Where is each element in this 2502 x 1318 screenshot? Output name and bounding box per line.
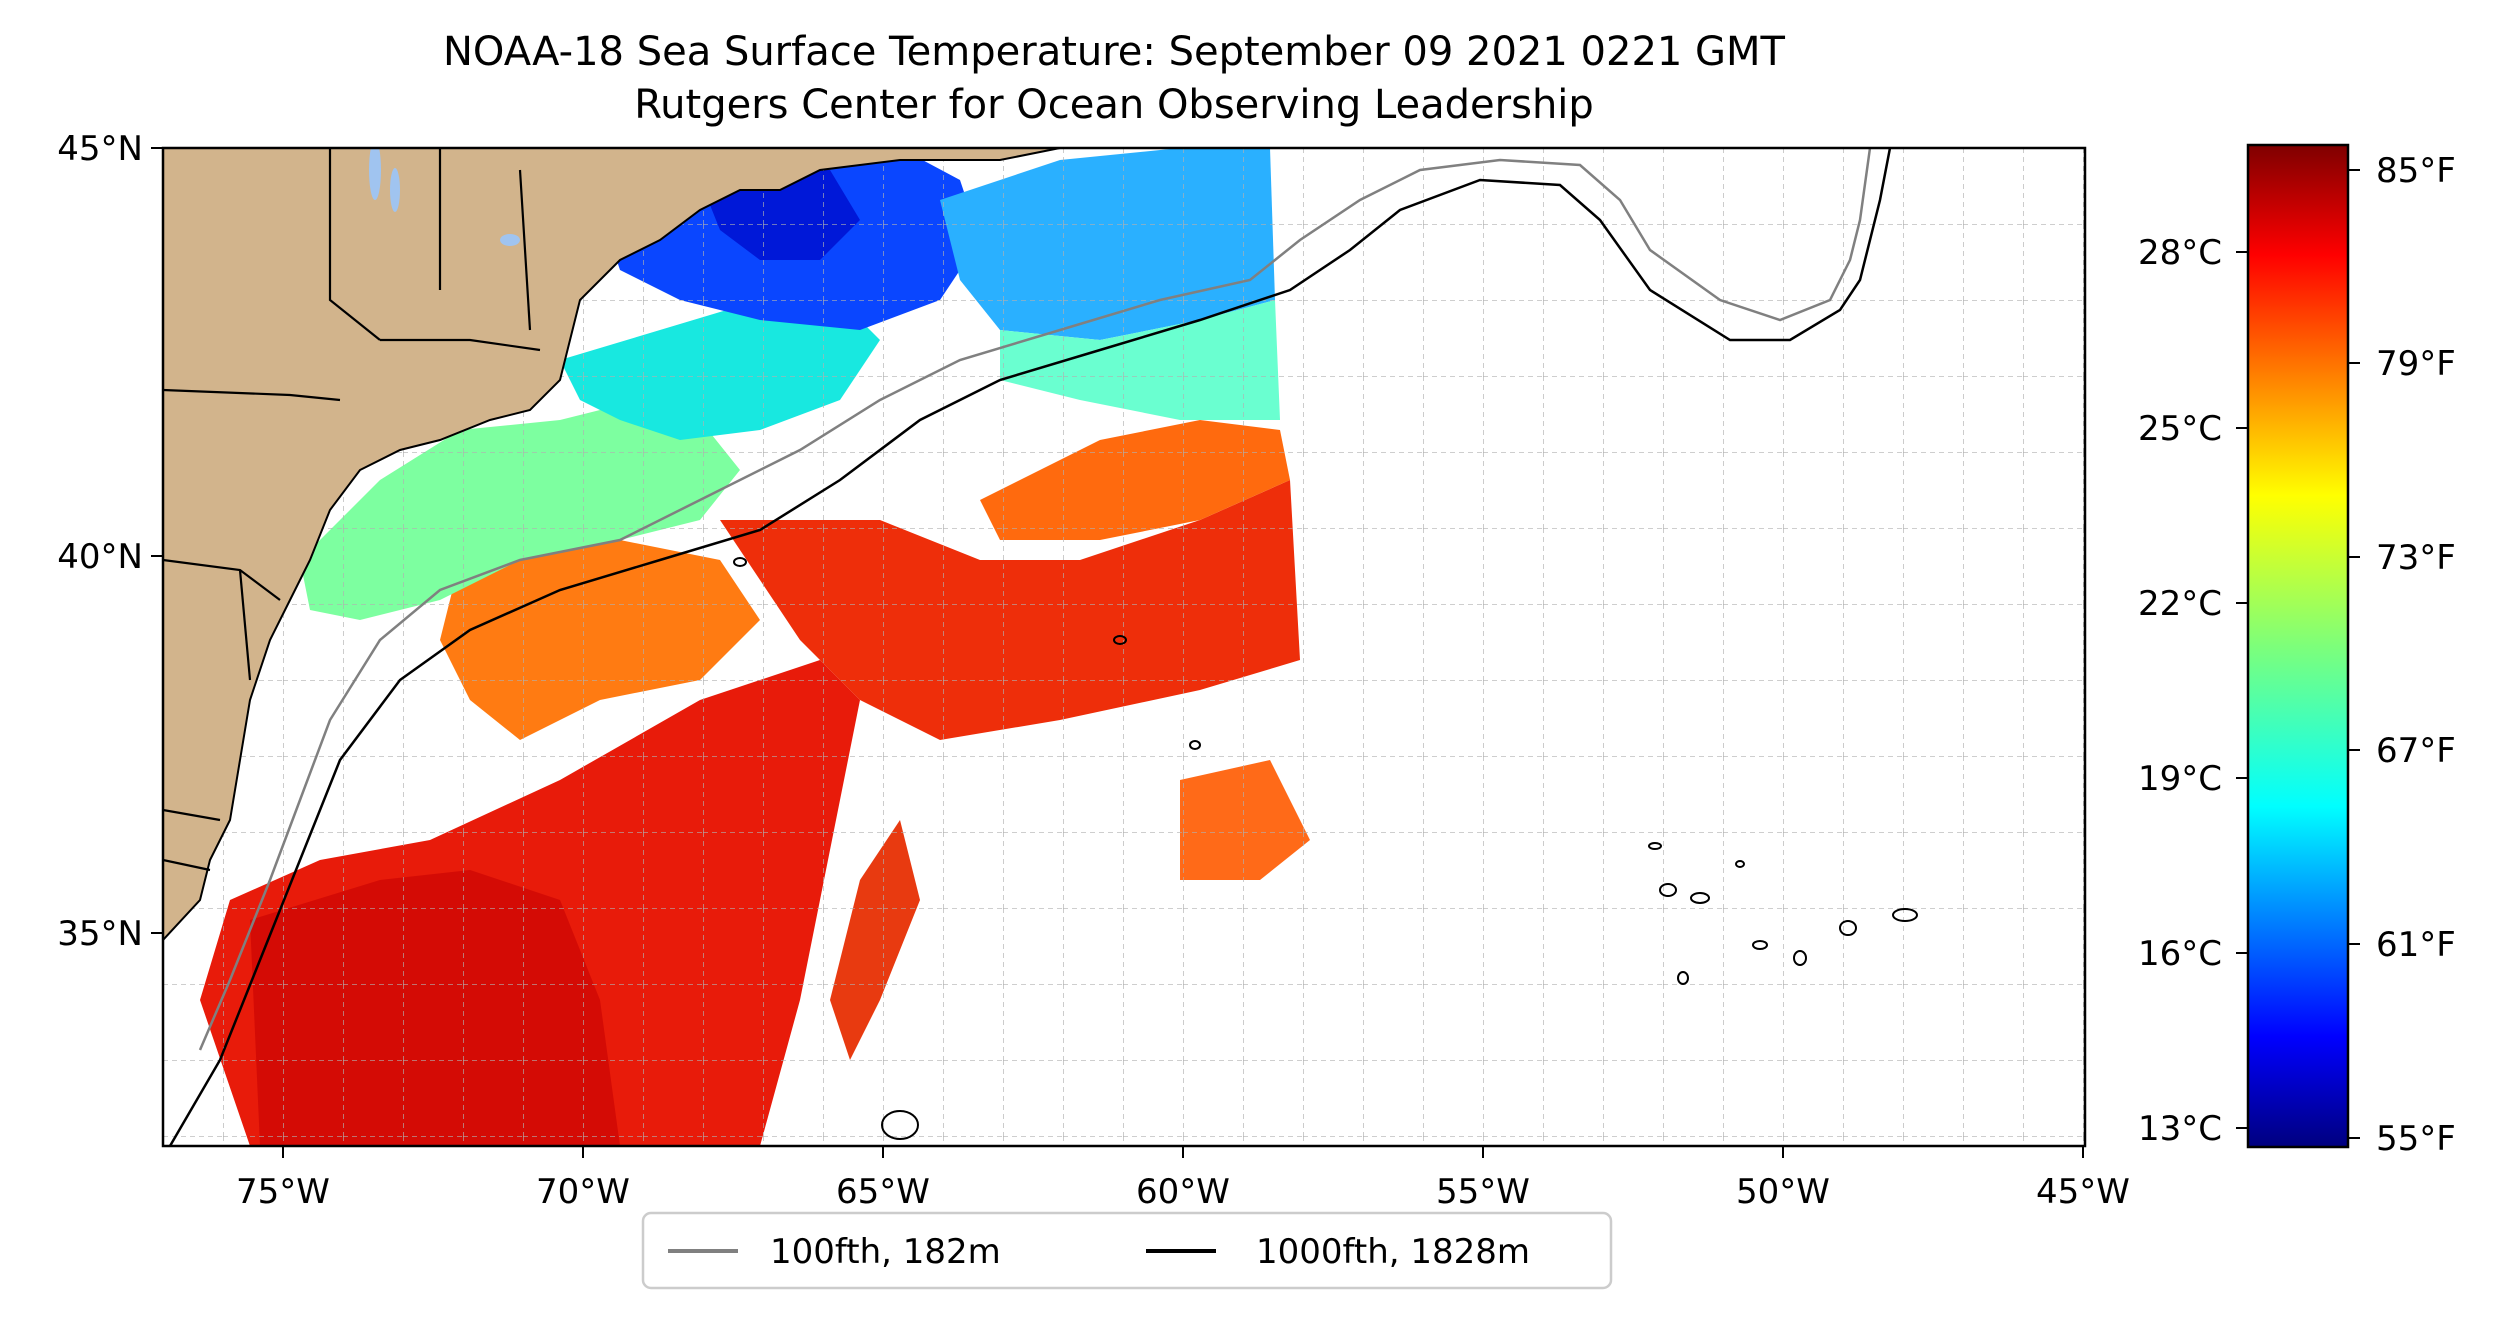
state-borders bbox=[163, 148, 541, 872]
map-subtitle: Rutgers Center for Ocean Observing Leade… bbox=[634, 82, 1594, 128]
legend-label-100fth: 100fth, 182m bbox=[770, 1232, 1001, 1272]
lakes bbox=[369, 148, 520, 246]
fahrenheit-tick-label: 73°F bbox=[2376, 538, 2456, 578]
lon-tick-label: 45°W bbox=[2036, 1172, 2130, 1212]
map-title: NOAA-18 Sea Surface Temperature: Septemb… bbox=[443, 29, 1786, 75]
fahrenheit-tick-label: 79°F bbox=[2376, 344, 2456, 384]
fahrenheit-tick-label: 61°F bbox=[2376, 925, 2456, 965]
celsius-tick-label: 25°C bbox=[2138, 409, 2222, 449]
lon-tick-label: 55°W bbox=[1436, 1172, 1530, 1212]
legend: 100fth, 182m 1000fth, 1828m bbox=[641, 1211, 1613, 1290]
isobath-1000fth-line bbox=[168, 148, 1892, 1146]
celsius-tick-label: 28°C bbox=[2138, 233, 2222, 273]
lon-tick-label: 75°W bbox=[236, 1172, 330, 1212]
land-mass bbox=[163, 148, 1061, 942]
map-frame bbox=[161, 146, 2087, 1148]
isobath-100fth-line bbox=[198, 148, 1872, 1051]
fahrenheit-tick-label: 85°F bbox=[2376, 151, 2456, 191]
celsius-tick-label: 13°C bbox=[2138, 1109, 2222, 1149]
lon-tick-label: 65°W bbox=[836, 1172, 930, 1212]
lon-tick-label: 70°W bbox=[536, 1172, 630, 1212]
map-area bbox=[163, 148, 2085, 1146]
latitude-axis: 45°N 40°N 35°N bbox=[57, 129, 163, 954]
lat-tick-label: 35°N bbox=[57, 914, 143, 954]
celsius-tick-label: 19°C bbox=[2138, 759, 2222, 799]
fahrenheit-tick-label: 67°F bbox=[2376, 731, 2456, 771]
colorbar: 28°C 25°C 22°C 19°C 16°C 13°C 85°F 79°F … bbox=[2138, 143, 2456, 1159]
lon-tick-label: 50°W bbox=[1736, 1172, 1830, 1212]
legend-label-1000fth: 1000fth, 1828m bbox=[1256, 1232, 1530, 1272]
lat-tick-label: 45°N bbox=[57, 129, 143, 169]
celsius-tick-label: 22°C bbox=[2138, 584, 2222, 624]
lat-tick-label: 40°N bbox=[57, 537, 143, 577]
colorbar-gradient bbox=[2246, 143, 2350, 1149]
lon-tick-label: 60°W bbox=[1136, 1172, 1230, 1212]
seamount-contours bbox=[733, 557, 1918, 1140]
longitude-axis: 75°W 70°W 65°W 60°W 55°W 50°W 45°W bbox=[236, 1146, 2130, 1212]
fahrenheit-tick-label: 55°F bbox=[2376, 1119, 2456, 1159]
legend-box bbox=[641, 1211, 1613, 1290]
celsius-tick-label: 16°C bbox=[2138, 934, 2222, 974]
